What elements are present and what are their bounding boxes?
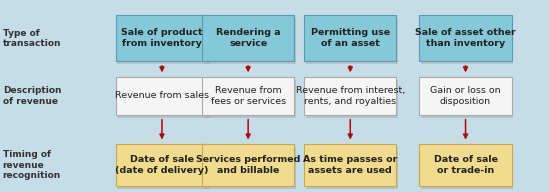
FancyBboxPatch shape [117,18,210,64]
Text: Timing of
revenue
recognition: Timing of revenue recognition [3,150,61,180]
FancyBboxPatch shape [116,15,208,61]
Text: Revenue from interest,
rents, and royalties: Revenue from interest, rents, and royalt… [296,86,405,106]
FancyBboxPatch shape [204,80,296,118]
Text: Type of
transaction: Type of transaction [3,29,61,48]
Text: Revenue from sales: Revenue from sales [115,92,209,100]
FancyBboxPatch shape [202,144,294,186]
Text: Permitting use
of an asset: Permitting use of an asset [311,28,390,48]
Text: Description
of revenue: Description of revenue [3,86,61,106]
Text: Sale of asset other
than inventory: Sale of asset other than inventory [415,28,516,48]
FancyBboxPatch shape [304,15,396,61]
FancyBboxPatch shape [202,77,294,115]
Text: Date of sale
(date of delivery): Date of sale (date of delivery) [115,155,209,175]
FancyBboxPatch shape [204,147,296,189]
FancyBboxPatch shape [421,147,513,189]
Text: As time passes or
assets are used: As time passes or assets are used [303,155,397,175]
Text: Revenue from
fees or services: Revenue from fees or services [211,86,285,106]
FancyBboxPatch shape [116,144,208,186]
FancyBboxPatch shape [304,144,396,186]
FancyBboxPatch shape [419,77,512,115]
Text: Date of sale
or trade-in: Date of sale or trade-in [434,155,497,175]
FancyBboxPatch shape [204,18,296,64]
FancyBboxPatch shape [306,18,398,64]
Text: Gain or loss on
disposition: Gain or loss on disposition [430,86,501,106]
FancyBboxPatch shape [202,15,294,61]
FancyBboxPatch shape [117,147,210,189]
Text: Sale of product
from inventory: Sale of product from inventory [121,28,203,48]
FancyBboxPatch shape [306,80,398,118]
FancyBboxPatch shape [117,80,210,118]
FancyBboxPatch shape [306,147,398,189]
FancyBboxPatch shape [421,18,513,64]
Text: Rendering a
service: Rendering a service [216,28,281,48]
FancyBboxPatch shape [419,144,512,186]
Text: Services performed
and billable: Services performed and billable [196,155,300,175]
FancyBboxPatch shape [421,80,513,118]
FancyBboxPatch shape [304,77,396,115]
FancyBboxPatch shape [419,15,512,61]
FancyBboxPatch shape [116,77,208,115]
